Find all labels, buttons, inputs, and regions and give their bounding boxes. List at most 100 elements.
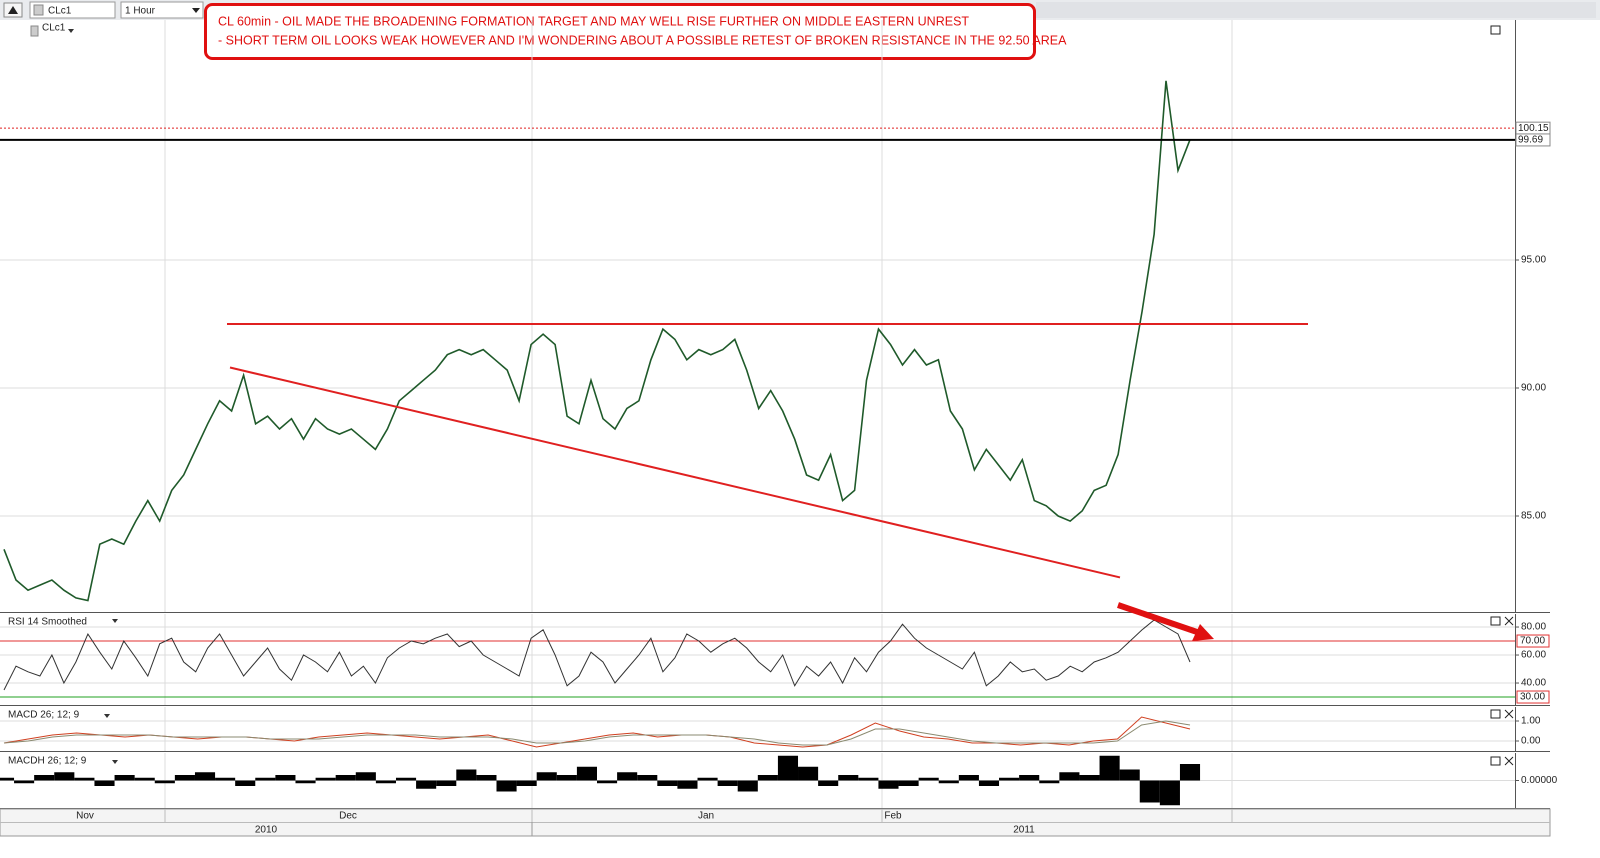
histogram-bar	[918, 777, 939, 781]
dropdown-icon	[104, 714, 110, 718]
histogram-bar	[134, 777, 155, 781]
maximize-button[interactable]	[1490, 709, 1501, 719]
histogram-bar	[516, 780, 537, 786]
x-year-label: 2011	[1013, 825, 1035, 836]
histogram-bar	[94, 780, 115, 786]
histogram-bar	[798, 766, 819, 781]
panel-title: MACDH 26; 12; 9	[8, 756, 87, 767]
panel-title: RSI 14 Smoothed	[8, 617, 87, 628]
maximize-button[interactable]	[1490, 25, 1501, 35]
histogram-bar	[697, 777, 718, 781]
histogram-bar	[878, 780, 899, 789]
close-button[interactable]	[1504, 756, 1514, 766]
histogram-bar	[416, 780, 437, 789]
histogram-bar	[335, 775, 356, 781]
histogram-bar	[556, 775, 577, 781]
histogram-bar	[576, 766, 597, 781]
histogram-bar	[235, 780, 256, 786]
histogram-bar	[295, 780, 316, 784]
histogram-bar	[717, 780, 738, 786]
histogram-bar	[215, 777, 236, 781]
symbol-text: CLc1	[48, 6, 72, 17]
dropdown-icon	[192, 8, 200, 13]
histogram-bar	[1119, 769, 1140, 781]
dropdown-icon	[68, 29, 74, 33]
level-label-box	[1516, 690, 1550, 704]
toolbar-tabs	[1036, 2, 1596, 18]
level-label: 30.00	[1520, 692, 1545, 703]
histogram-bar	[1059, 772, 1080, 781]
series-line	[3, 619, 1191, 691]
panel-buttons	[1490, 25, 1514, 766]
price-label: 100.15	[1518, 123, 1549, 134]
histogram-bar	[194, 772, 216, 781]
y-tick-label: 0.00	[1521, 736, 1541, 747]
histogram-bar	[255, 777, 276, 781]
histogram-bar	[597, 780, 618, 784]
histogram-bar	[14, 780, 35, 784]
y-tick-label: 85.00	[1521, 511, 1546, 522]
level-label-box	[1516, 634, 1550, 648]
histogram-bar	[315, 777, 336, 781]
interval-select[interactable]	[120, 1, 204, 19]
maximize-button[interactable]	[1490, 756, 1501, 766]
price-label: 99.69	[1518, 135, 1543, 146]
histogram-bar	[999, 777, 1020, 781]
histogram-bar	[898, 780, 919, 786]
y-tick-label: 90.00	[1521, 383, 1546, 394]
y-tick-label: 95.00	[1521, 255, 1546, 266]
x-year-label: 2010	[255, 825, 278, 836]
symbol-icon	[33, 4, 44, 16]
histogram-bar	[174, 775, 195, 781]
y-tick-label: 60.00	[1521, 650, 1546, 661]
x-month-label: Nov	[76, 811, 94, 822]
histogram-bar	[355, 772, 376, 781]
interval-text: 1 Hour	[125, 6, 156, 17]
x-month-label: Dec	[339, 811, 357, 822]
histogram-bar	[496, 780, 517, 792]
histogram-bar	[777, 755, 799, 781]
y-tick-label: 40.00	[1521, 678, 1546, 689]
histogram-bar	[1079, 775, 1100, 781]
maximize-button[interactable]	[1490, 616, 1501, 626]
histogram-bar	[34, 775, 55, 781]
histogram-bar	[1179, 764, 1201, 781]
histogram-bar	[275, 775, 296, 781]
histogram-bar	[1139, 780, 1160, 803]
histogram-bar	[375, 780, 396, 784]
y-tick-label: 80.00	[1521, 622, 1546, 633]
histogram-bar	[858, 777, 879, 781]
histogram-bar	[757, 775, 778, 781]
histogram-bar	[436, 780, 457, 786]
series-icon	[30, 25, 39, 37]
panel-title: CLc1	[42, 23, 66, 34]
histogram-bar	[1159, 780, 1180, 806]
histogram-bar	[657, 780, 678, 786]
histogram-bar	[395, 777, 417, 781]
histogram-bar	[818, 780, 839, 786]
collapse-icon	[8, 6, 18, 14]
dropdown-icon	[112, 619, 118, 623]
series-line	[3, 720, 1191, 746]
histogram-bar	[74, 777, 95, 781]
histogram-bar	[536, 772, 557, 781]
close-button[interactable]	[1504, 709, 1514, 719]
series-line	[3, 80, 1191, 602]
dropdown-icon	[112, 760, 118, 764]
histogram-bar	[677, 780, 698, 789]
symbol-input[interactable]	[29, 1, 116, 19]
trendline	[229, 366, 1121, 579]
y-tick-label: 0.00000	[1521, 775, 1558, 786]
histogram-bar	[617, 772, 638, 781]
histogram-bar	[938, 780, 959, 784]
close-button[interactable]	[1504, 616, 1514, 626]
histogram-bar	[456, 769, 477, 781]
histogram-bar	[978, 780, 1000, 786]
arrow-annotation	[1117, 602, 1201, 636]
histogram-bar	[958, 775, 979, 781]
arrow-head	[1192, 624, 1214, 641]
x-month-label: Jan	[698, 811, 714, 822]
histogram-bar	[54, 772, 75, 781]
